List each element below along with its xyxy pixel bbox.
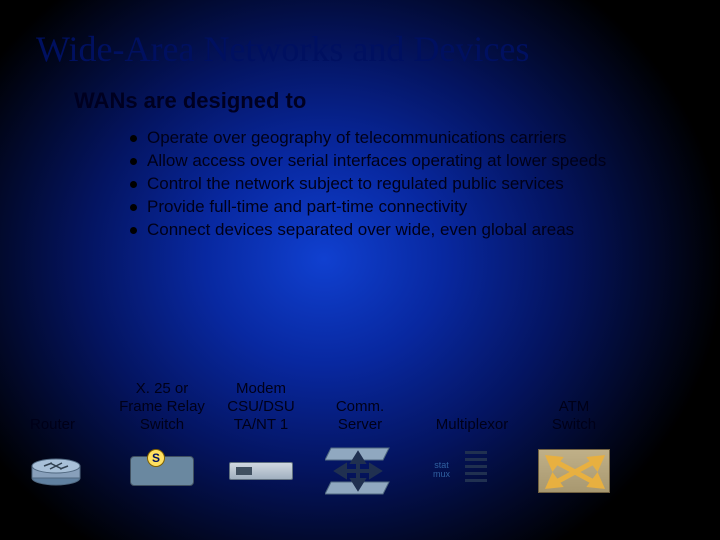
slide-title: Wide-Area Networks and Devices — [0, 0, 720, 70]
modem-label-line1: Modem — [216, 380, 306, 398]
bullet-dot-icon — [130, 204, 137, 211]
atm-x-arrows-icon — [539, 450, 611, 494]
switch-s-badge-icon: S — [147, 449, 165, 467]
frame-relay-switch-icon: S — [130, 456, 194, 486]
comm-server-label: Comm. Server — [306, 398, 414, 434]
list-item: Operate over geography of telecommunicat… — [130, 128, 720, 148]
comm-label-line1: Comm. — [306, 398, 414, 416]
list-item: Control the network subject to regulated… — [130, 174, 720, 194]
atm-switch-icon — [538, 449, 610, 493]
list-item: Provide full-time and part-time connecti… — [130, 197, 720, 217]
bullet-text: Connect devices separated over wide, eve… — [147, 220, 574, 240]
multiplexor-label: Multiplexor — [414, 416, 530, 434]
bullet-text: Allow access over serial interfaces oper… — [147, 151, 606, 171]
bullet-text: Operate over geography of telecommunicat… — [147, 128, 567, 148]
atm-label-line1: ATM — [530, 398, 618, 416]
atm-switch-label: ATM Switch — [530, 398, 618, 434]
comm-server-icon — [325, 442, 395, 500]
router-label: Router — [30, 416, 108, 434]
x25-label-line2: Frame Relay — [108, 398, 216, 416]
x25-label-line3: Switch — [108, 416, 216, 434]
modem-label-line3: TA/NT 1 — [216, 416, 306, 434]
x25-label: X. 25 or Frame Relay Switch — [108, 380, 216, 434]
comm-label-line2: Server — [306, 416, 414, 434]
bullet-dot-icon — [130, 181, 137, 188]
device-icons-section: Router X. 25 or Frame Relay Switch Modem… — [30, 380, 700, 500]
slide-subtitle: WANs are designed to — [0, 70, 720, 114]
atm-label-line2: Switch — [530, 416, 618, 434]
x25-label-line1: X. 25 or — [108, 380, 216, 398]
mux-bars-icon — [465, 451, 487, 482]
bullet-text: Control the network subject to regulated… — [147, 174, 564, 194]
bullet-text: Provide full-time and part-time connecti… — [147, 197, 467, 217]
mux-badge-line2: mux — [433, 470, 450, 479]
list-item: Connect devices separated over wide, eve… — [130, 220, 720, 240]
bullet-dot-icon — [130, 135, 137, 142]
bullet-dot-icon — [130, 158, 137, 165]
mux-badge-icon: stat mux — [433, 461, 450, 479]
modem-icon — [229, 462, 293, 480]
modem-label: Modem CSU/DSU TA/NT 1 — [216, 380, 306, 434]
router-icon — [30, 456, 82, 486]
multiplexor-icon: stat mux — [457, 449, 487, 493]
list-item: Allow access over serial interfaces oper… — [130, 151, 720, 171]
bullet-list: Operate over geography of telecommunicat… — [0, 114, 720, 240]
modem-label-line2: CSU/DSU — [216, 398, 306, 416]
bullet-dot-icon — [130, 227, 137, 234]
